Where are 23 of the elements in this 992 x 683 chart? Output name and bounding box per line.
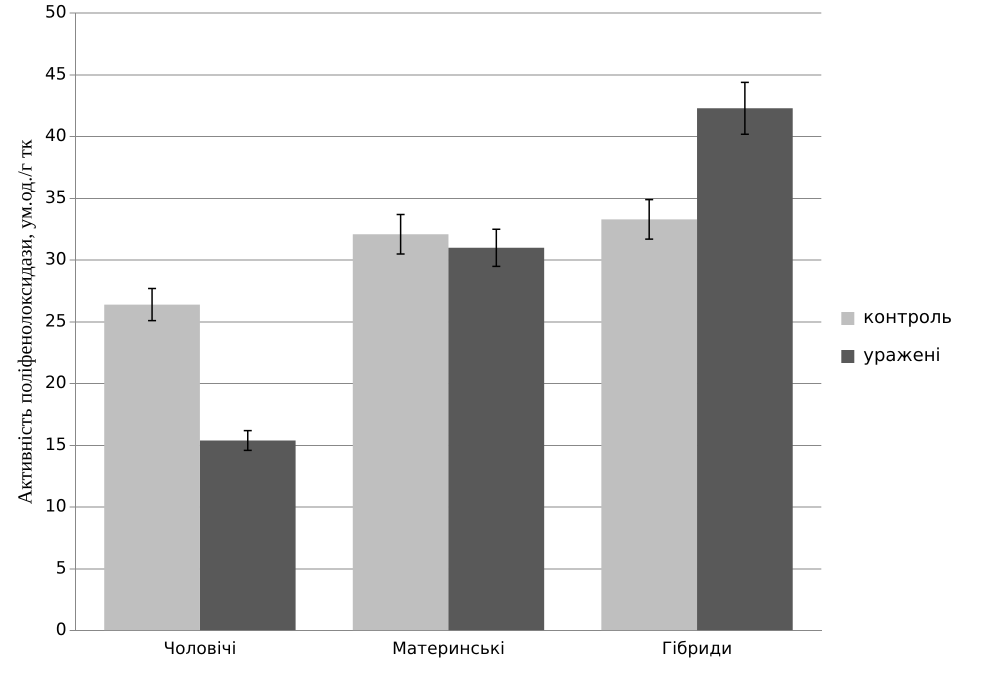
- y-tick-label: 5: [56, 558, 67, 578]
- y-tick-label: 30: [44, 250, 67, 270]
- y-tick-label: 10: [44, 496, 67, 517]
- x-tick-label: Гібриди: [662, 639, 732, 660]
- y-tick-label: 40: [44, 126, 67, 146]
- bar: [200, 440, 296, 630]
- y-tick-label: 20: [44, 373, 67, 394]
- bar: [104, 304, 200, 630]
- legend-label: уражені: [863, 345, 940, 366]
- y-tick-label: 15: [44, 434, 67, 455]
- bar: [601, 219, 698, 630]
- y-tick-label: 25: [44, 311, 67, 332]
- y-tick-label: 0: [56, 620, 67, 640]
- bar: [352, 234, 448, 630]
- y-tick-label: 50: [44, 2, 67, 23]
- y-axis-title: Активність поліфенолоксидази, ум.од./г тк: [14, 139, 36, 504]
- x-tick-label: Чоловічі: [163, 639, 236, 660]
- bar: [697, 108, 793, 630]
- bar: [448, 248, 544, 630]
- x-tick-label: Материнські: [392, 639, 505, 660]
- y-tick-label: 45: [44, 64, 67, 84]
- y-tick-label: 35: [44, 188, 67, 208]
- legend-label: контроль: [863, 307, 952, 328]
